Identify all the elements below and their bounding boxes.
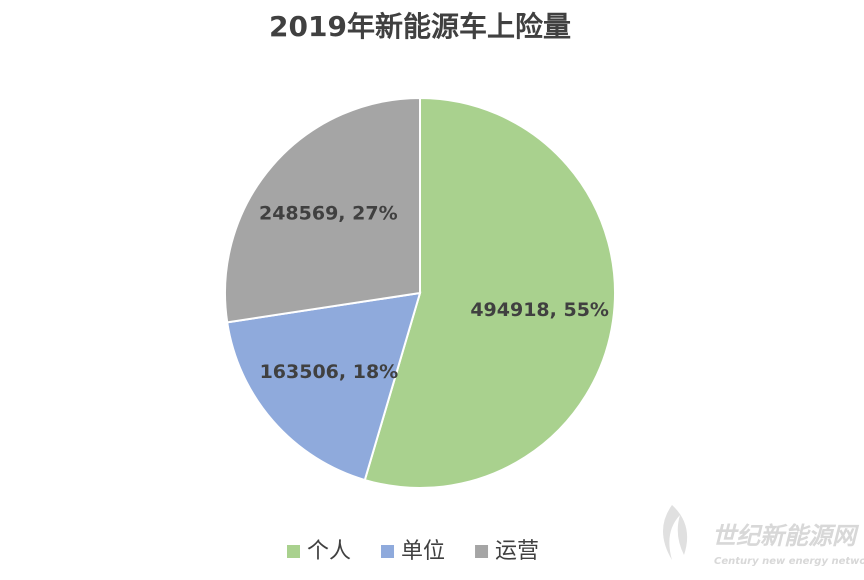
legend-swatch xyxy=(475,545,489,558)
pie-slice xyxy=(363,96,616,489)
data-label: 163506, 18% xyxy=(260,361,399,383)
legend-swatch xyxy=(381,545,395,558)
chart-title: 2019年新能源车上险量 xyxy=(269,10,571,43)
pie-slice xyxy=(224,96,421,324)
watermark-logo xyxy=(663,505,688,560)
legend-label: 个人 xyxy=(307,539,351,564)
watermark: 世纪新能源网 Century new energy network xyxy=(663,505,864,567)
legend-label: 运营 xyxy=(495,539,539,564)
pie-slice xyxy=(226,291,422,482)
legend-swatch xyxy=(287,545,300,558)
data-label: 248569, 27% xyxy=(259,203,398,225)
watermark-subtitle: Century new energy network xyxy=(714,556,864,567)
data-label: 494918, 55% xyxy=(470,299,609,321)
watermark-title: 世纪新能源网 xyxy=(712,522,860,550)
legend-label: 单位 xyxy=(401,539,445,564)
